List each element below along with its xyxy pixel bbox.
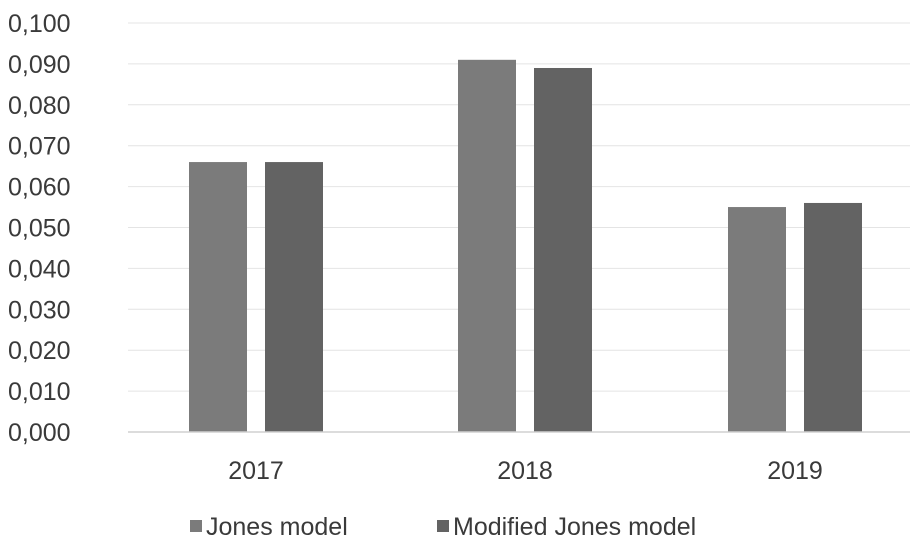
y-tick-label: 0,030 — [8, 296, 71, 324]
gridlines — [128, 22, 910, 392]
x-axis-tick-labels: 2017 2018 2019 — [228, 457, 823, 485]
y-tick-label: 0,070 — [8, 133, 71, 161]
legend-label: Jones model — [206, 513, 348, 541]
x-tick-label: 2019 — [767, 457, 823, 485]
y-tick-label: 0,050 — [8, 215, 71, 243]
bars — [189, 59, 862, 433]
y-tick-label: 0,100 — [8, 10, 71, 38]
bar-2019-jones — [728, 207, 786, 432]
y-tick-label: 0,090 — [8, 51, 71, 79]
bar-2017-modified-jones — [265, 162, 323, 432]
y-tick-label: 0,000 — [8, 419, 71, 447]
y-tick-label: 0,060 — [8, 174, 71, 202]
y-tick-label: 0,040 — [8, 255, 71, 283]
legend-label: Modified Jones model — [453, 513, 696, 541]
y-tick-label: 0,020 — [8, 337, 71, 365]
y-tick-label: 0,080 — [8, 92, 71, 120]
legend-swatch — [190, 520, 202, 532]
legend: Jones model Modified Jones model — [190, 513, 696, 541]
legend-swatch — [437, 520, 449, 532]
bar-2017-jones — [189, 162, 247, 432]
x-tick-label: 2018 — [497, 457, 553, 485]
bar-2019-modified-jones — [804, 202, 862, 432]
bar-2018-modified-jones — [534, 67, 592, 433]
y-axis-tick-labels: 0,000 0,010 0,020 0,030 0,040 0,050 0,060 0,070… — [8, 10, 71, 447]
bar-2018-jones — [458, 59, 516, 433]
y-tick-label: 0,010 — [8, 378, 71, 406]
x-tick-label: 2017 — [228, 457, 284, 485]
